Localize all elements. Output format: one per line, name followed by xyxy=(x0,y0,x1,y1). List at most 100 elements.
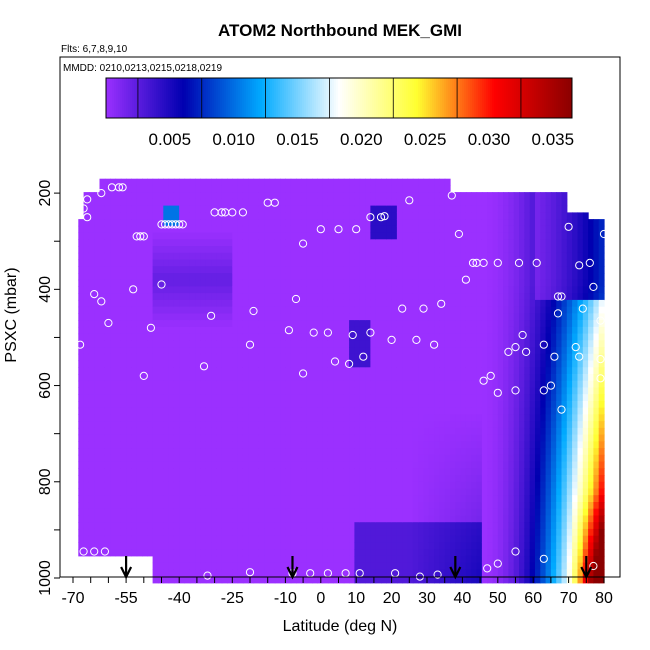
heatmap-cell xyxy=(280,481,286,490)
heatmap-cell xyxy=(248,502,255,510)
heatmap-cell xyxy=(83,266,90,274)
heatmap-cell xyxy=(455,225,462,234)
heatmap-cell xyxy=(189,461,196,469)
heatmap-cell xyxy=(471,313,478,321)
heatmap-cell xyxy=(120,502,127,510)
heatmap-cell xyxy=(110,394,117,402)
heatmap-cell xyxy=(253,286,260,294)
heatmap-cell xyxy=(195,454,201,463)
heatmap-cell xyxy=(396,279,403,287)
heatmap-cell xyxy=(386,380,393,388)
heatmap-cell xyxy=(147,279,154,287)
heatmap-cell xyxy=(296,185,302,193)
heatmap-cell xyxy=(264,522,271,530)
heatmap-cell xyxy=(508,502,515,510)
heatmap-cell xyxy=(503,461,509,469)
heatmap-cell xyxy=(152,576,159,584)
heatmap-cell xyxy=(492,535,499,543)
heatmap-cell xyxy=(120,454,127,463)
heatmap-cell xyxy=(88,252,95,261)
heatmap-cell xyxy=(242,306,249,314)
heatmap-cell xyxy=(142,454,148,463)
heatmap-cell xyxy=(460,481,467,490)
heatmap-cell xyxy=(370,569,377,577)
heatmap-cell xyxy=(99,427,106,436)
heatmap-cell xyxy=(503,246,509,254)
heatmap-cell xyxy=(465,528,472,537)
heatmap-cell xyxy=(211,353,217,362)
heatmap-cell xyxy=(312,286,318,294)
heatmap-cell xyxy=(173,508,180,516)
heatmap-cell xyxy=(465,299,472,308)
heatmap-cell xyxy=(418,353,425,362)
heatmap-cell xyxy=(497,569,504,577)
heatmap-cell xyxy=(524,367,531,375)
heatmap-cell xyxy=(290,212,297,220)
heatmap-cell xyxy=(327,279,334,287)
heatmap-cell xyxy=(407,549,414,557)
heatmap-cell xyxy=(269,239,276,247)
heatmap-cell xyxy=(205,380,212,388)
heatmap-cell xyxy=(497,401,504,409)
heatmap-cell xyxy=(274,576,281,584)
heatmap-cell xyxy=(370,198,377,207)
heatmap-cell xyxy=(471,320,478,328)
heatmap-cell xyxy=(142,273,148,281)
heatmap-cell xyxy=(136,246,143,254)
heatmap-cell xyxy=(189,252,196,261)
heatmap-cell xyxy=(386,266,393,274)
heatmap-cell xyxy=(227,549,233,557)
heatmap-cell xyxy=(412,353,419,362)
heatmap-cell xyxy=(381,461,387,469)
heatmap-cell xyxy=(147,333,154,341)
heatmap-cell xyxy=(296,495,302,503)
heatmap-cell xyxy=(173,461,180,469)
heatmap-cell xyxy=(402,360,409,368)
heatmap-cell xyxy=(450,259,456,267)
heatmap-cell xyxy=(508,461,515,469)
heatmap-cell xyxy=(179,246,186,254)
heatmap-cell xyxy=(338,414,345,422)
heatmap-cell xyxy=(253,212,260,220)
heatmap-cell xyxy=(359,555,366,564)
heatmap-cell xyxy=(471,481,478,490)
heatmap-cell xyxy=(216,434,223,442)
heatmap-cell xyxy=(120,374,127,382)
heatmap-cell xyxy=(312,434,318,442)
heatmap-cell xyxy=(115,353,122,362)
heatmap-cell xyxy=(434,192,440,200)
heatmap-cell xyxy=(216,562,223,570)
heatmap-cell xyxy=(444,481,451,490)
heatmap-cell xyxy=(519,488,525,496)
heatmap-cell xyxy=(242,380,249,388)
heatmap-cell xyxy=(412,421,419,429)
heatmap-cell xyxy=(476,481,483,490)
heatmap-cell xyxy=(78,380,85,388)
heatmap-cell xyxy=(104,488,111,496)
heatmap-cell xyxy=(179,266,186,274)
heatmap-cell xyxy=(280,448,286,456)
heatmap-cell xyxy=(365,225,371,234)
heatmap-cell xyxy=(232,502,239,510)
heatmap-cell xyxy=(168,239,175,247)
heatmap-cell xyxy=(465,576,472,584)
heatmap-cell xyxy=(455,394,462,402)
heatmap-cell xyxy=(152,569,159,577)
heatmap-cell xyxy=(370,461,377,469)
heatmap-cell xyxy=(78,542,85,550)
heatmap-cell xyxy=(450,232,456,240)
heatmap-cell xyxy=(216,576,223,584)
heatmap-cell xyxy=(200,522,207,530)
heatmap-cell xyxy=(253,246,260,254)
heatmap-cell xyxy=(269,475,276,483)
heatmap-cell xyxy=(285,515,292,523)
heatmap-cell xyxy=(152,508,159,516)
heatmap-cell xyxy=(94,360,101,368)
heatmap-cell xyxy=(269,374,276,382)
heatmap-cell xyxy=(221,306,228,314)
heatmap-cell xyxy=(227,246,233,254)
heatmap-cell xyxy=(258,205,265,213)
heatmap-cell xyxy=(465,502,472,510)
heatmap-cell xyxy=(481,454,488,463)
heatmap-cell xyxy=(184,535,191,543)
